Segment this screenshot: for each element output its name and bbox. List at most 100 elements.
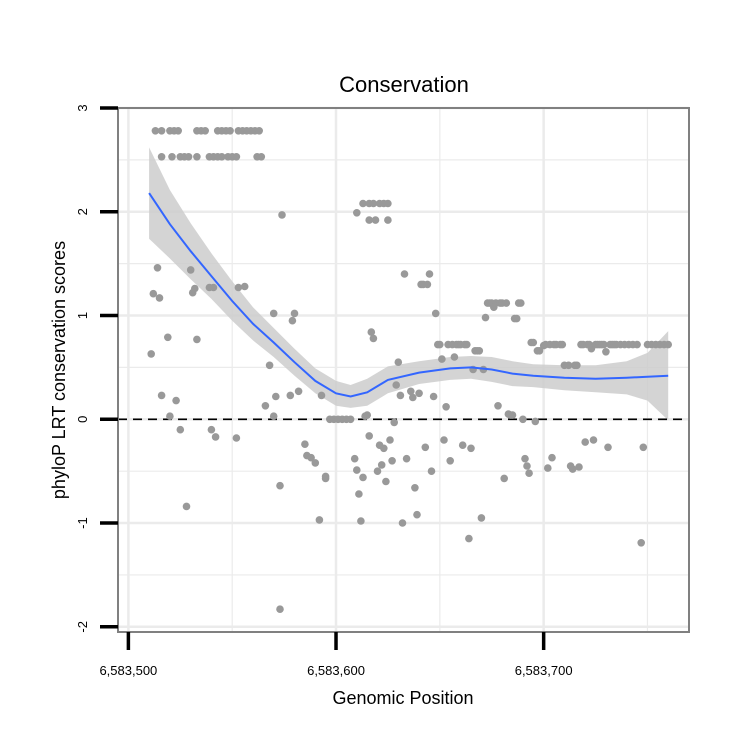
- data-point: [350, 454, 359, 463]
- data-point: [458, 441, 467, 450]
- data-point: [407, 387, 415, 396]
- data-point: [558, 340, 567, 349]
- data-point: [153, 264, 162, 272]
- data-point: [311, 459, 320, 467]
- data-point: [409, 393, 417, 402]
- data-point: [382, 477, 390, 486]
- panel-border: [117, 107, 690, 633]
- data-point: [234, 283, 243, 292]
- data-point: [201, 127, 209, 135]
- data-point: [151, 127, 160, 135]
- data-point: [369, 334, 378, 343]
- data-point: [396, 391, 405, 400]
- data-point: [564, 361, 573, 370]
- y-axis-title: phyloP LRT conservation scores: [49, 241, 69, 499]
- confidence-band: [149, 147, 669, 421]
- data-point: [390, 418, 399, 427]
- data-point: [477, 514, 486, 522]
- data-point: [232, 434, 241, 442]
- data-point: [508, 411, 517, 419]
- data-point: [637, 539, 645, 547]
- data-point: [589, 436, 598, 444]
- data-point: [365, 216, 374, 224]
- data-point: [272, 392, 280, 401]
- data-point: [633, 340, 641, 349]
- y-tick-label: -1: [75, 517, 90, 529]
- data-point: [380, 444, 388, 453]
- data-point: [521, 454, 529, 463]
- data-point: [481, 313, 490, 322]
- data-point: [602, 348, 610, 356]
- chart-title: Conservation: [339, 72, 469, 97]
- y-tick-label: 1: [75, 312, 90, 319]
- data-point: [353, 209, 361, 217]
- data-point: [388, 457, 396, 465]
- data-point: [315, 516, 324, 524]
- data-point: [353, 466, 361, 474]
- data-point: [186, 266, 195, 274]
- data-point: [155, 294, 164, 302]
- data-point: [193, 335, 201, 344]
- y-tick-label: -2: [75, 621, 90, 633]
- data-point: [184, 153, 193, 161]
- data-point: [604, 443, 612, 452]
- data-point: [172, 396, 180, 405]
- data-point: [436, 340, 444, 349]
- data-point: [463, 340, 471, 349]
- data-point: [600, 340, 608, 349]
- data-point: [157, 127, 166, 135]
- data-point: [423, 280, 432, 289]
- data-point: [373, 467, 382, 476]
- data-point: [421, 443, 430, 452]
- data-point: [450, 353, 459, 361]
- data-point: [355, 490, 363, 498]
- data-point: [147, 350, 155, 358]
- data-point: [512, 314, 521, 323]
- data-point: [288, 316, 297, 325]
- data-point: [294, 387, 303, 396]
- data-point: [400, 270, 409, 278]
- data-point: [191, 284, 199, 293]
- x-tick-label: 6,583,700: [515, 663, 573, 678]
- data-point: [307, 453, 315, 462]
- data-point: [531, 417, 540, 426]
- data-point: [321, 472, 330, 481]
- smooth-line: [148, 192, 669, 398]
- data-point: [164, 333, 172, 342]
- data-point: [269, 412, 278, 421]
- data-point: [413, 510, 421, 519]
- data-point: [218, 153, 226, 161]
- scatter-points: [147, 127, 672, 613]
- data-point: [365, 432, 374, 440]
- data-point: [402, 454, 411, 463]
- data-point: [573, 361, 581, 370]
- data-point: [575, 463, 583, 471]
- data-point: [269, 309, 278, 318]
- data-point: [286, 391, 295, 400]
- y-tick-label: 0: [75, 416, 90, 423]
- data-point: [193, 153, 201, 161]
- axes: -2 -1 0 1 2 3 6,583,500 6,583,600 6,583,700: [75, 104, 573, 678]
- data-point: [438, 355, 446, 363]
- data-point: [415, 389, 423, 398]
- data-point: [255, 127, 263, 135]
- data-point: [278, 211, 286, 219]
- data-point: [465, 534, 473, 543]
- data-point: [166, 412, 174, 421]
- data-point: [168, 153, 176, 161]
- y-tick-label: 3: [75, 104, 90, 111]
- data-point: [359, 473, 367, 482]
- data-point: [467, 444, 475, 453]
- data-point: [207, 425, 216, 434]
- data-point: [377, 461, 386, 469]
- data-point: [276, 481, 284, 490]
- data-point: [519, 415, 527, 424]
- data-point: [226, 127, 234, 135]
- data-point: [182, 502, 191, 511]
- data-point: [398, 519, 407, 527]
- data-point: [494, 402, 502, 410]
- data-point: [369, 199, 378, 208]
- data-point: [568, 465, 577, 473]
- data-point: [367, 328, 376, 336]
- data-point: [363, 411, 372, 419]
